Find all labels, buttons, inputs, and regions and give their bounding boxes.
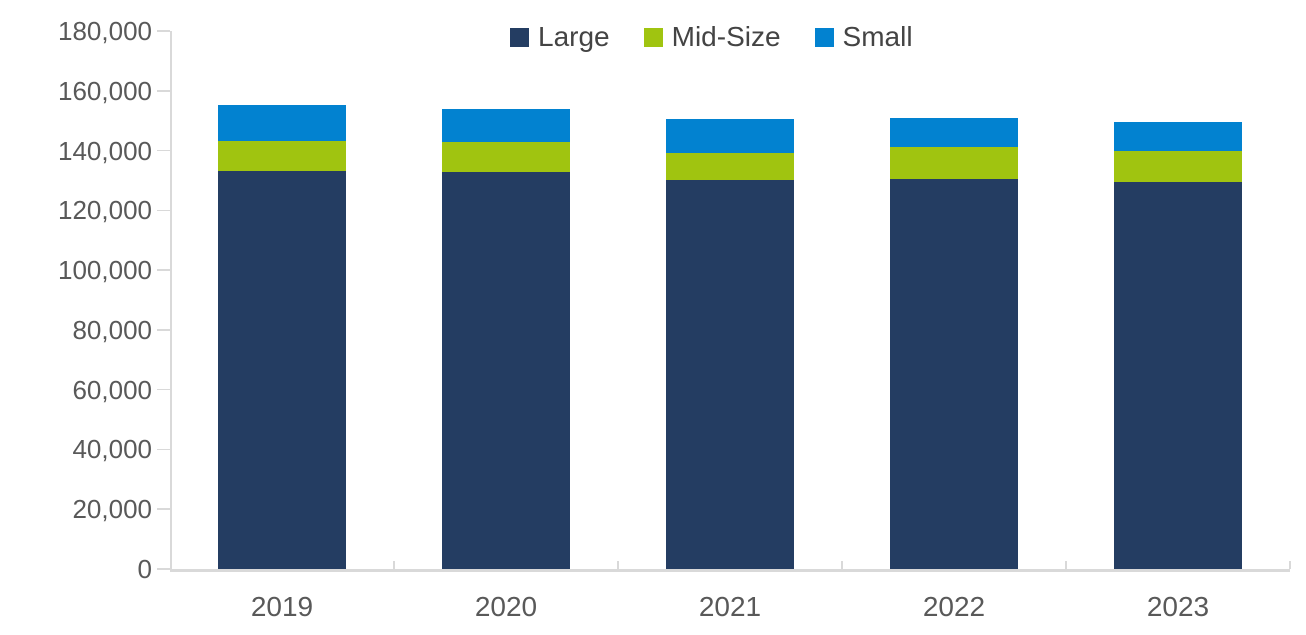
bar-segment-large-2020 [442, 171, 570, 569]
bar-segment-mid-size-2019 [218, 140, 346, 171]
y-axis-tick-label: 80,000 [72, 314, 152, 345]
legend-swatch-mid-size [643, 27, 663, 47]
y-axis-tick-label: 40,000 [72, 434, 152, 465]
x-axis-line [170, 569, 1290, 572]
y-axis-tick [157, 448, 170, 451]
bar-segment-small-2020 [442, 108, 570, 142]
legend-label: Mid-Size [671, 21, 781, 52]
x-axis-category-label: 2019 [250, 591, 314, 622]
x-axis-category-label: 2023 [1146, 591, 1210, 622]
y-axis-tick-label: 120,000 [58, 195, 152, 226]
bar-segment-large-2021 [666, 179, 794, 569]
legend-label: Small [842, 21, 913, 52]
y-axis-tick [157, 508, 170, 510]
y-axis-tick-label: 20,000 [72, 494, 152, 525]
y-axis-tick-label: 0 [137, 554, 152, 584]
bar-segment-large-2019 [218, 170, 346, 569]
y-axis-tick [157, 329, 170, 331]
bar-segment-large-2023 [1114, 181, 1242, 569]
y-axis-tick-label: 160,000 [58, 75, 152, 106]
bar-segment-mid-size-2023 [1114, 151, 1242, 182]
x-axis-category-label: 2021 [698, 591, 762, 622]
y-axis-tick [157, 568, 170, 570]
bar-segment-mid-size-2020 [442, 141, 570, 172]
bar-segment-small-2022 [890, 117, 1018, 148]
y-axis-tick [157, 90, 170, 92]
x-axis-category-label: 2020 [474, 591, 538, 622]
legend-swatch-small [814, 27, 834, 47]
chart-legend: Large Mid-Size Small [510, 22, 913, 52]
bar-segment-small-2023 [1114, 122, 1242, 152]
legend-label: Large [538, 21, 610, 52]
y-axis-tick [157, 30, 170, 32]
bar-segment-mid-size-2021 [666, 152, 794, 180]
y-axis-line [170, 31, 172, 569]
bar-segment-small-2019 [218, 104, 346, 141]
y-axis-tick-label: 100,000 [58, 255, 152, 286]
x-axis-boundary-tick [1289, 561, 1291, 569]
y-axis-tick [157, 269, 170, 271]
y-axis-tick-label: 60,000 [72, 374, 152, 405]
bar-segment-large-2022 [890, 178, 1018, 569]
x-axis-boundary-tick [617, 561, 619, 569]
x-axis-boundary-tick [393, 561, 395, 569]
y-axis-tick [157, 388, 170, 391]
bar-segment-small-2021 [666, 119, 794, 153]
x-axis-boundary-tick [1065, 561, 1067, 569]
y-axis-tick-label: 180,000 [58, 16, 152, 46]
y-axis-tick-label: 140,000 [58, 135, 152, 166]
legend-item-large: Large [510, 22, 610, 52]
legend-swatch-large [510, 27, 529, 47]
legend-item-mid-size: Mid-Size [643, 21, 781, 52]
legend-item-small: Small [814, 21, 913, 52]
y-axis-tick [157, 149, 170, 152]
x-axis-category-label: 2022 [922, 591, 986, 622]
bar-segment-mid-size-2022 [890, 147, 1018, 179]
y-axis-tick [157, 209, 170, 212]
x-axis-boundary-tick [841, 561, 843, 569]
